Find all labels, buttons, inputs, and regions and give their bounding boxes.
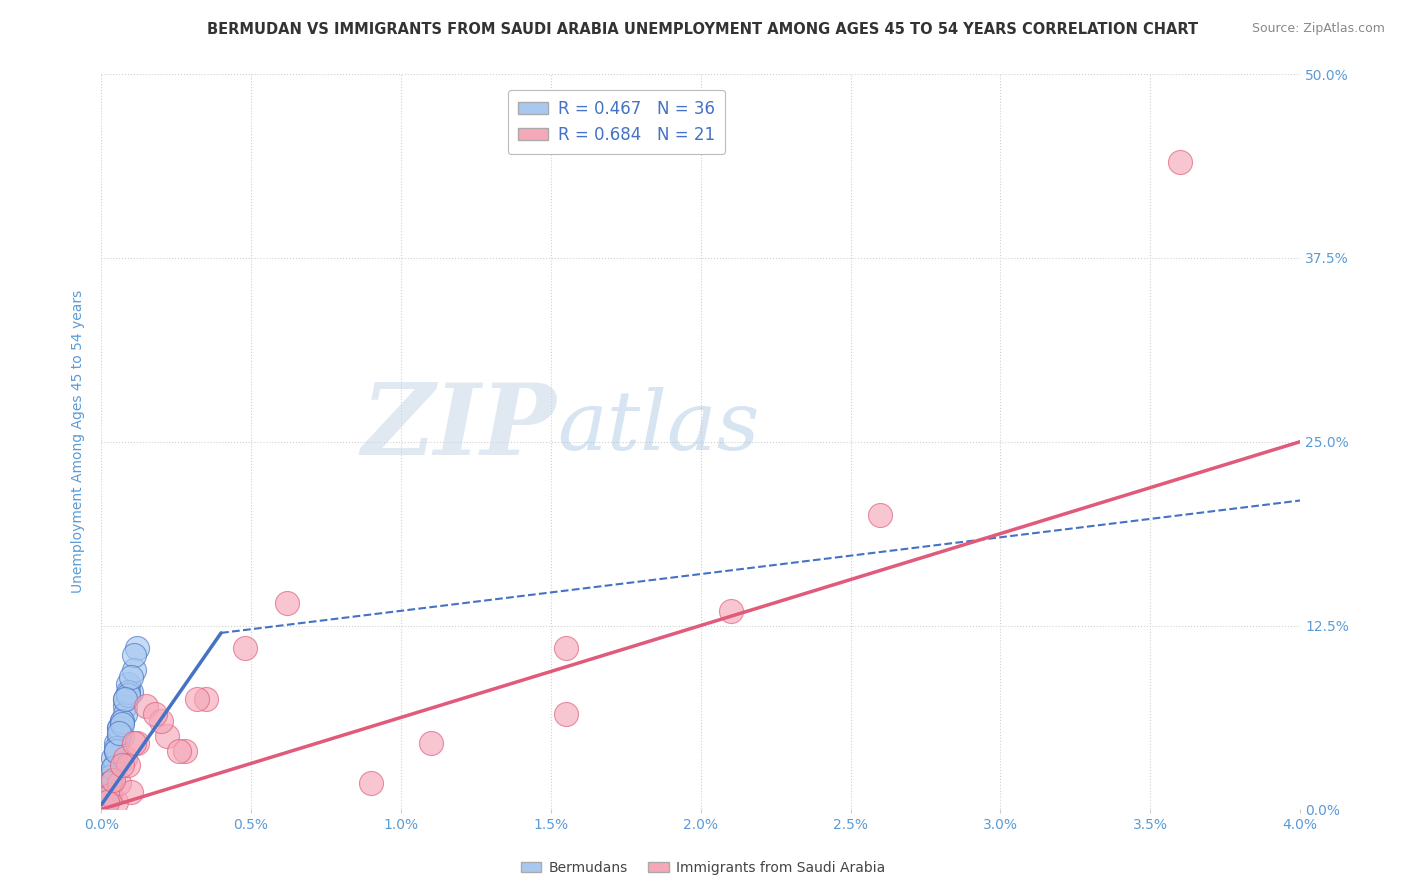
Point <box>174 743 197 757</box>
Point <box>117 758 139 772</box>
Point <box>554 640 576 655</box>
Text: BERMUDAN VS IMMIGRANTS FROM SAUDI ARABIA UNEMPLOYMENT AMONG AGES 45 TO 54 YEARS : BERMUDAN VS IMMIGRANTS FROM SAUDI ARABIA… <box>208 22 1198 37</box>
Legend: R = 0.467   N = 36, R = 0.684   N = 21: R = 0.467 N = 36, R = 0.684 N = 21 <box>508 90 725 154</box>
Point <box>122 663 145 677</box>
Text: ZIP: ZIP <box>361 379 557 475</box>
Point <box>143 706 166 721</box>
Text: Source: ZipAtlas.com: Source: ZipAtlas.com <box>1251 22 1385 36</box>
Point <box>156 729 179 743</box>
Point <box>1168 155 1191 169</box>
Point <box>96 790 118 805</box>
Point <box>419 736 441 750</box>
Point <box>111 714 134 728</box>
Point <box>96 780 118 795</box>
Point <box>105 736 128 750</box>
Point <box>111 758 134 772</box>
Point <box>111 729 134 743</box>
Point <box>105 795 128 809</box>
Point <box>98 788 121 802</box>
Point <box>103 751 125 765</box>
Point <box>135 699 157 714</box>
Point <box>195 692 218 706</box>
Point <box>114 706 136 721</box>
Point <box>120 684 142 698</box>
Point <box>108 729 131 743</box>
Point <box>120 785 142 799</box>
Legend: Bermudans, Immigrants from Saudi Arabia: Bermudans, Immigrants from Saudi Arabia <box>515 855 891 880</box>
Point <box>127 640 149 655</box>
Point <box>114 692 136 706</box>
Point <box>105 743 128 757</box>
Point <box>122 736 145 750</box>
Point <box>108 722 131 736</box>
Point <box>120 670 142 684</box>
Point <box>117 677 139 691</box>
Point <box>105 756 128 770</box>
Point <box>98 780 121 795</box>
Point <box>108 722 131 736</box>
Point <box>869 508 891 523</box>
Point <box>103 761 125 775</box>
Point <box>117 684 139 698</box>
Point <box>108 776 131 790</box>
Point <box>186 692 208 706</box>
Point <box>127 736 149 750</box>
Point <box>96 795 118 809</box>
Point <box>117 688 139 702</box>
Point <box>122 648 145 662</box>
Point <box>167 743 190 757</box>
Point <box>98 788 121 802</box>
Point <box>111 717 134 731</box>
Point <box>103 772 125 787</box>
Point <box>233 640 256 655</box>
Point <box>114 699 136 714</box>
Text: atlas: atlas <box>557 387 759 467</box>
Point <box>98 776 121 790</box>
Point <box>105 740 128 755</box>
Point <box>554 706 576 721</box>
Point <box>111 714 134 728</box>
Point <box>114 751 136 765</box>
Point <box>360 776 382 790</box>
Y-axis label: Unemployment Among Ages 45 to 54 years: Unemployment Among Ages 45 to 54 years <box>72 290 86 593</box>
Point <box>98 770 121 784</box>
Point <box>720 604 742 618</box>
Point <box>103 765 125 780</box>
Point <box>150 714 173 728</box>
Point <box>105 743 128 757</box>
Point <box>103 761 125 775</box>
Point <box>98 776 121 790</box>
Point <box>108 726 131 740</box>
Point <box>276 597 298 611</box>
Point <box>114 692 136 706</box>
